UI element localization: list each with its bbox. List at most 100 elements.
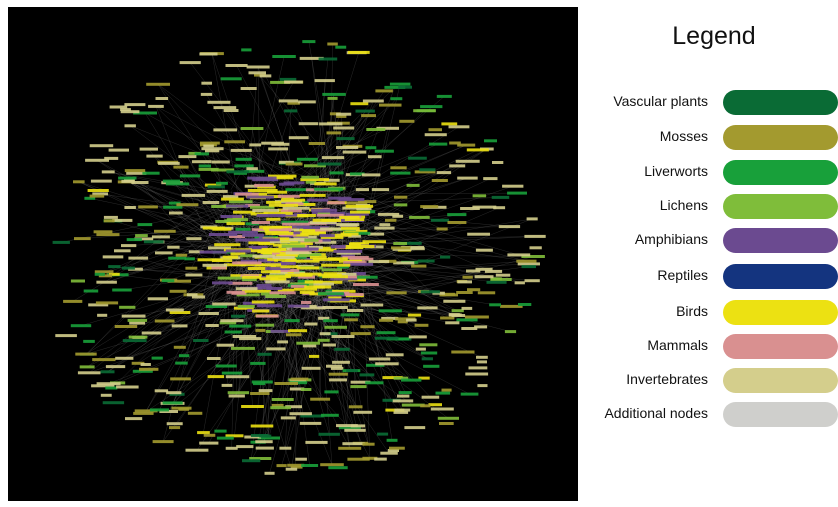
network-node [322, 92, 346, 96]
network-node [344, 428, 366, 432]
network-node [350, 332, 371, 336]
network-node [255, 323, 275, 327]
network-node [280, 416, 296, 420]
network-node [371, 188, 390, 192]
network-node [244, 169, 265, 173]
network-node [109, 105, 128, 109]
network-node [129, 321, 146, 325]
network-node [92, 192, 108, 196]
network-node [181, 193, 206, 197]
network-node [84, 196, 96, 200]
network-edge [173, 247, 265, 263]
network-node [93, 230, 113, 234]
network-node [302, 344, 317, 348]
network-edge [139, 182, 230, 290]
network-node [169, 211, 183, 215]
network-node [188, 250, 204, 254]
network-node [378, 309, 402, 313]
network-node [529, 246, 542, 250]
network-node [321, 218, 347, 222]
network-node [211, 205, 238, 208]
network-node [124, 169, 146, 173]
network-node [431, 179, 448, 182]
network-node [307, 198, 329, 202]
network-node [126, 238, 142, 242]
network-node [199, 250, 227, 254]
network-node [85, 158, 109, 162]
network-node [199, 441, 219, 445]
network-node [476, 355, 488, 359]
network-node [277, 288, 295, 292]
network-node [151, 356, 163, 360]
network-node [336, 114, 347, 118]
network-node [429, 142, 448, 146]
network-node [304, 164, 326, 168]
network-node [246, 65, 270, 69]
network-node [336, 146, 359, 149]
network-nodes [52, 40, 546, 475]
network-node [362, 456, 378, 460]
legend: Legend Vascular plants Mosses Liverworts… [590, 0, 838, 507]
network-node [267, 257, 296, 261]
network-edge [174, 293, 267, 428]
network-node [212, 227, 232, 231]
network-node [443, 299, 466, 303]
network-node [273, 243, 288, 247]
network-node [251, 228, 272, 232]
network-node [387, 449, 399, 452]
network-node [393, 242, 407, 245]
network-node [413, 109, 436, 113]
network-node [347, 309, 364, 312]
network-node [255, 328, 266, 332]
network-node [271, 403, 284, 407]
network-node [476, 360, 487, 364]
network-node [299, 421, 322, 425]
legend-label: Liverworts [644, 163, 708, 179]
network-node [83, 339, 95, 343]
network-edge [226, 248, 337, 386]
network-node [261, 270, 281, 274]
network-edge [251, 281, 298, 390]
network-node [242, 459, 261, 463]
network-node [353, 410, 373, 414]
network-node [436, 171, 452, 175]
network-node [163, 205, 183, 209]
network-node [146, 154, 163, 158]
network-node [317, 162, 342, 166]
network-node [216, 436, 234, 440]
legend-swatch [723, 194, 838, 219]
network-node [120, 110, 140, 114]
network-node [168, 256, 186, 260]
network-node [338, 198, 365, 202]
network-node [266, 287, 283, 290]
network-node [284, 271, 306, 275]
network-node [398, 391, 412, 395]
network-node [279, 77, 297, 81]
network-node [225, 64, 248, 67]
legend-label: Mammals [647, 337, 708, 353]
network-node [305, 440, 328, 444]
legend-item-birds: Birds [590, 300, 838, 325]
network-node [326, 131, 342, 135]
network-node [309, 354, 320, 358]
network-node [507, 253, 531, 257]
network-node [100, 370, 115, 374]
network-node [340, 313, 360, 317]
network-node [226, 170, 250, 174]
network-node [271, 269, 300, 272]
network-node [332, 360, 350, 364]
network-node [246, 195, 274, 199]
network-node [414, 170, 436, 174]
network-node [393, 203, 408, 207]
network-node [324, 390, 339, 394]
network-node [128, 335, 148, 339]
network-node [449, 164, 466, 168]
network-node [338, 446, 362, 450]
network-node [330, 277, 358, 281]
network-node [344, 218, 365, 221]
network-node [98, 274, 113, 278]
network-node [377, 212, 400, 216]
network-edge [267, 266, 428, 359]
network-node [250, 392, 270, 395]
network-node [483, 177, 498, 181]
